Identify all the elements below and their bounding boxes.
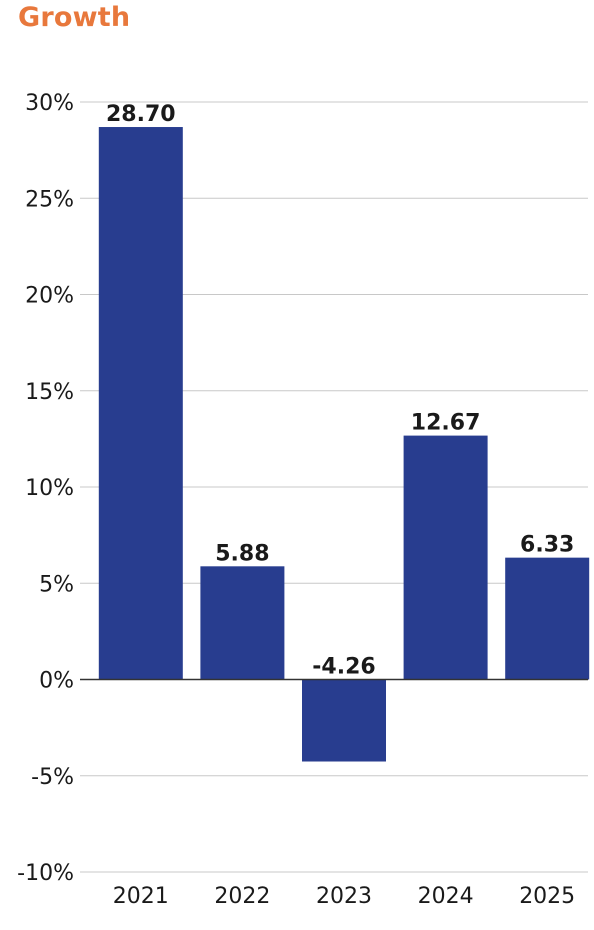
data-label: 6.33 bbox=[520, 533, 574, 558]
x-tick-label: 2024 bbox=[418, 884, 474, 909]
y-tick-label: 0% bbox=[39, 669, 74, 694]
bar bbox=[98, 127, 183, 680]
y-tick-label: -5% bbox=[31, 765, 74, 790]
bar bbox=[403, 435, 488, 680]
data-label: -4.26 bbox=[312, 655, 375, 680]
y-tick-label: 10% bbox=[25, 476, 74, 501]
bar bbox=[302, 679, 386, 762]
data-label: 12.67 bbox=[411, 411, 481, 436]
chart-title: Growth bbox=[18, 2, 131, 33]
bar bbox=[200, 566, 285, 680]
y-tick-label: -10% bbox=[17, 861, 74, 886]
x-tick-label: 2022 bbox=[214, 884, 270, 909]
x-tick-label: 2023 bbox=[316, 884, 372, 909]
y-tick-label: 20% bbox=[25, 284, 74, 309]
data-label: 5.88 bbox=[215, 541, 269, 566]
y-tick-label: 15% bbox=[25, 380, 74, 405]
y-tick-label: 5% bbox=[39, 572, 74, 597]
data-label: 28.70 bbox=[106, 102, 176, 127]
y-tick-label: 25% bbox=[25, 187, 74, 212]
y-tick-label: 30% bbox=[25, 91, 74, 116]
x-tick-label: 2025 bbox=[519, 884, 575, 909]
x-tick-label: 2021 bbox=[113, 884, 169, 909]
bar bbox=[505, 557, 590, 680]
